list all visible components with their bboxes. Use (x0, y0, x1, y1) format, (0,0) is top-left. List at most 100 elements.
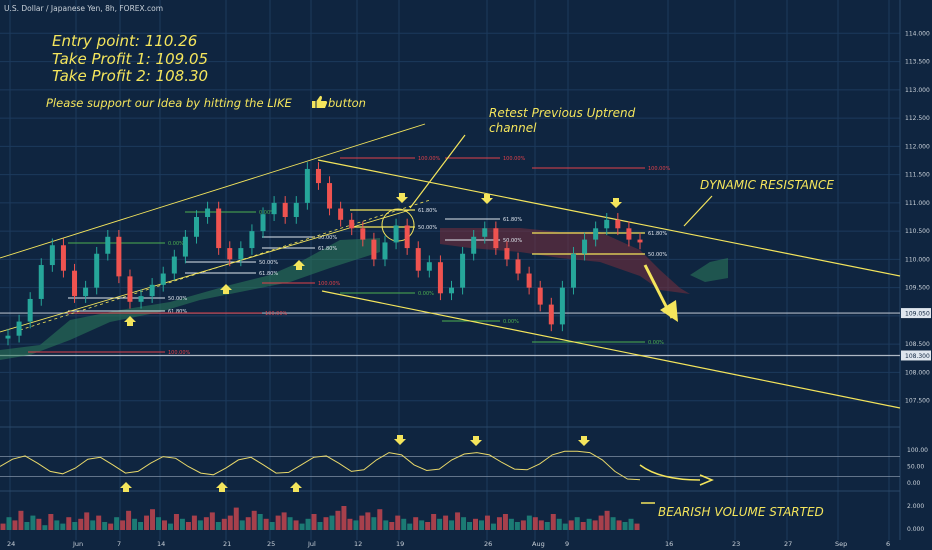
volume-bar (269, 522, 275, 530)
candle-body (504, 248, 510, 260)
candle-body (238, 248, 244, 260)
fib-label: 100.00% (648, 166, 670, 172)
volume-bar (102, 522, 108, 530)
volume-bar (353, 520, 359, 530)
y-tick-label: 108.500 (905, 341, 930, 348)
candle-body (449, 287, 455, 294)
volume-pane (0, 506, 640, 530)
volume-bar (90, 520, 96, 530)
volume-bar (341, 506, 347, 530)
y-tick-label: 108.000 (905, 369, 930, 376)
volume-bar (144, 515, 150, 530)
price-tag-label: 108.300 (905, 353, 930, 360)
arrow-up-icon (290, 482, 302, 492)
volume-bar (473, 518, 479, 530)
volume-bar (245, 517, 251, 530)
oscillator-pane (0, 450, 900, 486)
fib-label: 100.00% (168, 350, 190, 356)
volume-bar (84, 512, 90, 530)
volume-bar (502, 514, 508, 530)
volume-bar (78, 518, 84, 530)
fib-label: 61.80% (648, 231, 667, 237)
candle-body (604, 219, 610, 229)
arrow-down-icon (394, 435, 406, 445)
fib-label: 100.00% (503, 156, 525, 162)
fib-label: 61.80% (418, 208, 437, 214)
volume-bar (275, 515, 281, 530)
volume-bar (443, 515, 449, 530)
fib-label: 0.00% (259, 210, 275, 216)
volume-bar (580, 522, 586, 530)
candle-body (426, 262, 432, 271)
candle-body (360, 228, 366, 240)
candle-body (249, 231, 255, 249)
symbol-title[interactable]: U.S. Dollar / Japanese Yen, 8h, FOREX.co… (4, 4, 163, 13)
fib-label: 100.00% (318, 281, 340, 287)
volume-bar (167, 523, 173, 530)
x-tick-label: 14 (157, 540, 165, 548)
candle-body (526, 273, 532, 288)
volume-bar (467, 522, 473, 530)
volume-bar (257, 514, 263, 530)
retest-label-line2: channel (489, 121, 537, 135)
axes: 114.000 113.500 113.000 112.500 112.000 111.5… (7, 30, 931, 548)
volume-bar (156, 517, 161, 530)
candle-body (327, 183, 333, 209)
volume-bar (132, 518, 138, 530)
volume-bar (461, 517, 467, 530)
volume-bar (233, 507, 239, 530)
volume-bar (574, 517, 580, 530)
osc-projection-head (699, 474, 714, 486)
fib-label: 61.80% (318, 246, 337, 252)
candle-body (460, 253, 466, 288)
volume-bar (401, 518, 407, 530)
volume-bar (508, 518, 514, 530)
volume-bar (562, 523, 568, 530)
osc-tick-label: 0.00 (907, 480, 921, 487)
candle-body (626, 228, 632, 240)
arrow-up-icon (293, 260, 305, 270)
candle-body (482, 228, 488, 237)
downtrend-channel-lower (321, 290, 901, 409)
volume-bar (383, 520, 389, 530)
fib-label: 0.00% (503, 319, 519, 325)
volume-bar (622, 522, 628, 530)
volume-bar (323, 517, 329, 530)
volume-bar (449, 520, 455, 530)
volume-bar (36, 518, 42, 530)
candle-body (437, 262, 443, 294)
candle-body (493, 228, 499, 249)
dynamic-resistance-label: DYNAMIC RESISTANCE (700, 178, 834, 192)
volume-bar (209, 512, 215, 530)
volume-bar (66, 517, 72, 530)
candle-body (171, 256, 177, 274)
y-tick-label: 112.000 (905, 143, 930, 150)
volume-bar (532, 517, 538, 530)
candle-body (548, 304, 554, 325)
candle-body (5, 335, 11, 339)
osc-tick-label: 100.00 (907, 447, 928, 454)
volume-bar (251, 510, 257, 530)
ichimoku-cloud (0, 228, 728, 360)
volume-bar (293, 520, 299, 530)
x-tick-label: 23 (732, 540, 740, 548)
x-tick-label: 26 (484, 540, 492, 548)
fib-label: 50.00% (648, 252, 667, 258)
volume-bar (287, 517, 293, 530)
candle-body (72, 270, 78, 297)
fib-label: 50.00% (168, 296, 187, 302)
volume-bar (150, 509, 156, 530)
candle-body (182, 236, 188, 257)
arrow-down-icon (396, 193, 408, 203)
candle-body (338, 208, 344, 220)
candle-body (127, 276, 133, 302)
dynamic-resistance-line (317, 159, 901, 277)
volume-bar (365, 512, 371, 530)
candle-body (593, 228, 599, 240)
volume-bar (197, 520, 203, 530)
bearish-volume-label: BEARISH VOLUME STARTED (658, 505, 824, 519)
volume-bar (413, 517, 419, 530)
x-tick-label: 12 (354, 540, 362, 548)
x-tick-label: Sep (835, 540, 847, 548)
candle-body (615, 219, 621, 229)
